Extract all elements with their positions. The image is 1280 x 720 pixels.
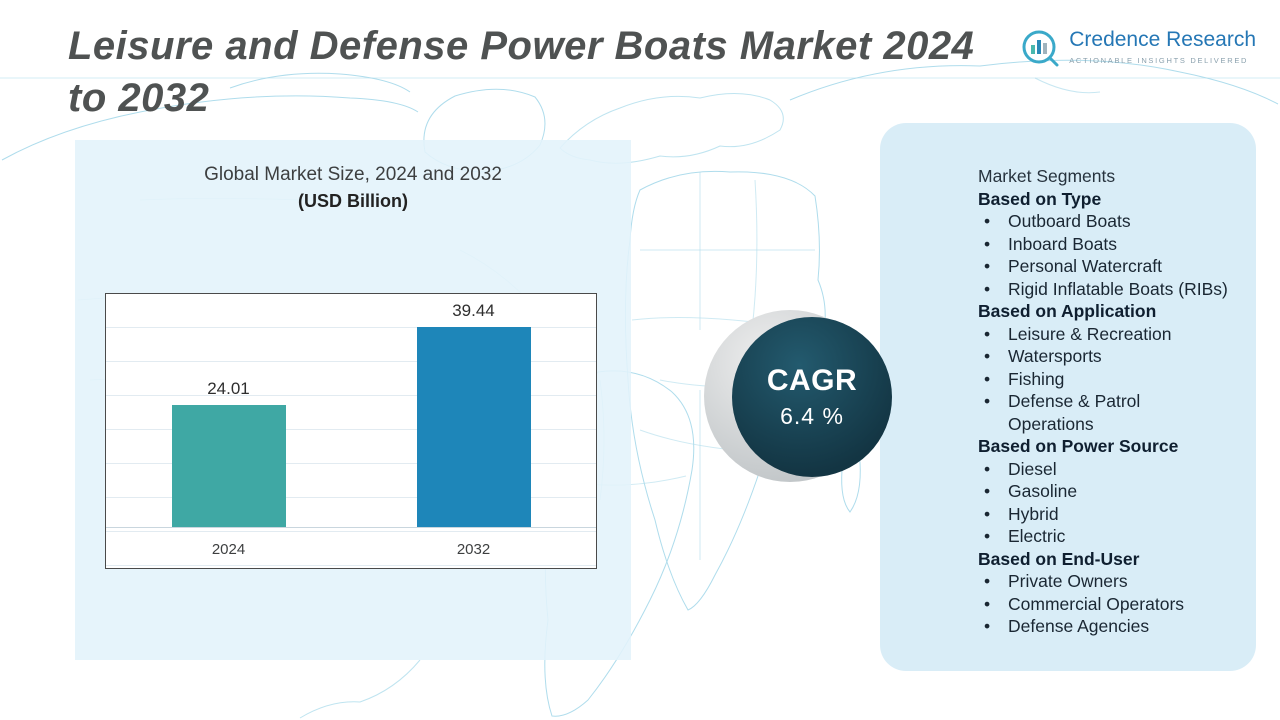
segment-item-label: Outboard Boats <box>1008 211 1131 231</box>
segment-item-label: Electric <box>1008 526 1066 546</box>
bullet-icon: • <box>984 346 991 366</box>
segment-item-label: Fishing <box>1008 368 1065 389</box>
logo-tagline: Actionable Insights Delivered <box>1069 56 1249 65</box>
segment-item: • Defense & Patrol Operations <box>978 390 1248 435</box>
market-segments-panel: Market Segments Based on Type • Outboard B… <box>880 123 1256 671</box>
cagr-badge: CAGR 6.4 % <box>732 317 892 477</box>
segment-item: • Leisure & Recreation <box>978 323 1248 346</box>
segment-group-heading: Based on Power Source <box>978 436 1179 456</box>
segment-item-label: Commercial Operators <box>1008 593 1185 614</box>
bullet-icon: • <box>984 616 991 636</box>
bullet-icon: • <box>984 593 991 614</box>
bullet-icon: • <box>984 368 991 389</box>
segment-item: • Personal Watercraft <box>978 255 1248 278</box>
segment-item-label: Defense Agencies <box>1008 616 1150 636</box>
segment-item-label: Rigid Inflatable Boats (RIBs) <box>1008 278 1228 299</box>
segment-item: • Diesel <box>978 458 1248 481</box>
bullet-icon: • <box>984 481 991 501</box>
chart-panel: Global Market Size, 2024 and 2032 (USD B… <box>75 140 631 660</box>
segment-item: • Private Owners <box>978 570 1248 593</box>
segment-item: • Inboard Boats <box>978 233 1248 256</box>
cagr-value: 6.4 % <box>780 403 844 429</box>
segment-item-label: Leisure & Recreation <box>1008 323 1172 344</box>
chart-title: Global Market Size, 2024 and 2032 <box>204 164 502 185</box>
x-axis-labels: 2024 2032 <box>106 541 596 558</box>
segment-item: • Hybrid <box>978 503 1248 526</box>
bullet-icon: • <box>984 391 991 411</box>
segment-item-label: Private Owners <box>1008 571 1128 591</box>
bar-value-label: 24.01 <box>207 379 250 398</box>
bullet-icon: • <box>984 458 991 479</box>
bar-plot: 24.01 39.44 <box>106 301 596 528</box>
segment-item: • Gasoline <box>978 480 1248 503</box>
segment-item-label: Hybrid <box>1008 503 1059 524</box>
bullet-icon: • <box>984 211 991 231</box>
credence-logo: Credence Research Actionable Insights De… <box>1020 28 1256 73</box>
x-axis-label: 2032 <box>456 541 491 558</box>
segment-item: • Rigid Inflatable Boats (RIBs) <box>978 278 1248 301</box>
chart-subtitle: (USD Billion) <box>298 191 408 211</box>
bar-group: 39.44 <box>416 301 531 527</box>
logo-name: Credence Research <box>1069 28 1256 51</box>
segment-item: • Outboard Boats <box>978 210 1248 233</box>
bullet-icon: • <box>984 526 991 546</box>
segment-item: • Defense Agencies <box>978 615 1248 638</box>
bar-value-label: 39.44 <box>452 301 495 320</box>
bullet-icon: • <box>984 233 991 254</box>
segment-item-label: Defense & Patrol Operations <box>1008 391 1141 434</box>
bar-chart: 24.01 39.44 2024 2032 <box>105 293 597 569</box>
x-axis-label: 2024 <box>211 541 246 558</box>
segment-item: • Watersports <box>978 345 1248 368</box>
bullet-icon: • <box>984 256 991 276</box>
segment-item-label: Watersports <box>1008 346 1102 366</box>
segments-title: Market Segments <box>978 166 1116 186</box>
segment-item: • Commercial Operators <box>978 593 1248 616</box>
segment-item: • Fishing <box>978 368 1248 391</box>
segment-item-label: Diesel <box>1008 458 1057 479</box>
segment-group-heading: Based on Application <box>978 301 1157 321</box>
bullet-icon: • <box>984 278 991 299</box>
segment-group-heading: Based on Type <box>978 188 1102 209</box>
page-title: Leisure and Defense Power Boats Market 2… <box>68 24 975 120</box>
segments-list: Based on Type • Outboard Boats • Inboard Boa… <box>978 188 1248 638</box>
bar-group: 24.01 <box>171 379 286 527</box>
credence-logo-icon <box>1020 28 1060 73</box>
bullet-icon: • <box>984 503 991 524</box>
segment-item-label: Personal Watercraft <box>1008 256 1162 276</box>
segment-group-heading: Based on End-User <box>978 548 1140 569</box>
segment-item: • Electric <box>978 525 1248 548</box>
bar <box>416 327 531 527</box>
bullet-icon: • <box>984 323 991 344</box>
bar <box>171 405 286 527</box>
cagr-label: CAGR <box>766 364 858 397</box>
bullet-icon: • <box>984 571 991 591</box>
segment-item-label: Inboard Boats <box>1008 233 1117 254</box>
segment-item-label: Gasoline <box>1008 481 1078 501</box>
